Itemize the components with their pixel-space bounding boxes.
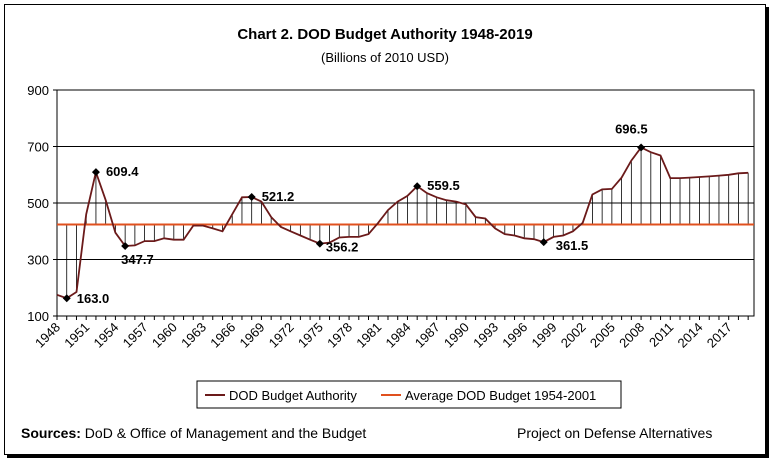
x-tick-label: 1984 [383, 320, 414, 351]
x-tick-label: 1987 [412, 320, 443, 351]
y-tick-label: 100 [27, 309, 49, 324]
x-tick-label: 2002 [558, 320, 589, 351]
x-tick-label: 1948 [32, 320, 63, 351]
data-point-marker [539, 238, 548, 247]
x-tick-label: 1960 [149, 320, 180, 351]
chart: Chart 2. DOD Budget Authority 1948-2019 … [27, 26, 755, 409]
y-tick-label: 700 [27, 140, 49, 155]
x-tick-label: 2008 [616, 320, 647, 351]
sources-note: Sources: DoD & Office of Management and … [21, 425, 366, 441]
x-tick-label: 1966 [207, 320, 238, 351]
chart-frame: Chart 2. DOD Budget Authority 1948-2019 … [4, 4, 766, 455]
data-label: 163.0 [77, 291, 110, 306]
data-label: 356.2 [326, 240, 359, 255]
x-tick-label: 1975 [295, 320, 326, 351]
data-point-marker [315, 239, 324, 248]
plot-area: 1003005007009001948195119541957196019631… [27, 83, 755, 351]
x-tick-label: 1993 [470, 320, 501, 351]
chart-subtitle: (Billions of 2010 USD) [321, 50, 449, 65]
x-tick-label: 2014 [675, 320, 706, 351]
data-label: 347.7 [121, 252, 154, 267]
data-point-marker [91, 168, 100, 177]
data-point-marker [413, 182, 422, 191]
x-tick-label: 1999 [529, 320, 560, 351]
sources-text: DoD & Office of Management and the Budge… [80, 425, 367, 441]
data-point-marker [247, 193, 256, 202]
data-label: 696.5 [615, 121, 648, 136]
data-point-marker [637, 143, 646, 152]
x-tick-label: 1951 [61, 320, 92, 351]
data-label: 361.5 [556, 238, 589, 253]
legend-label-average: Average DOD Budget 1954-2001 [405, 388, 596, 403]
x-tick-label: 1969 [236, 320, 267, 351]
x-tick-label: 1981 [353, 320, 384, 351]
x-tick-label: 1954 [90, 320, 121, 351]
y-tick-label: 900 [27, 83, 49, 98]
data-point-marker [121, 242, 130, 251]
x-tick-label: 1972 [266, 320, 297, 351]
chart-title: Chart 2. DOD Budget Authority 1948-2019 [237, 26, 532, 43]
x-tick-label: 2005 [587, 320, 618, 351]
x-tick-label: 1996 [499, 320, 530, 351]
y-tick-label: 500 [27, 196, 49, 211]
sources-label: Sources: [21, 425, 81, 441]
legend-box [196, 380, 622, 409]
x-tick-label: 2011 [646, 320, 676, 350]
y-tick-label: 300 [27, 253, 49, 268]
legend: DOD Budget Authority Average DOD Budget 1… [196, 380, 622, 409]
x-tick-label: 1957 [120, 320, 151, 351]
x-tick-label: 2017 [704, 320, 735, 351]
series-line [56, 146, 749, 300]
credit-note: Project on Defense Alternatives [517, 425, 713, 441]
x-tick-label: 1978 [324, 320, 355, 351]
legend-label-series: DOD Budget Authority [229, 388, 357, 403]
data-label: 609.4 [106, 164, 139, 179]
x-tick-label: 1963 [178, 320, 209, 351]
data-label: 559.5 [427, 178, 460, 193]
x-tick-label: 1990 [441, 320, 472, 351]
data-label: 521.2 [262, 189, 295, 204]
